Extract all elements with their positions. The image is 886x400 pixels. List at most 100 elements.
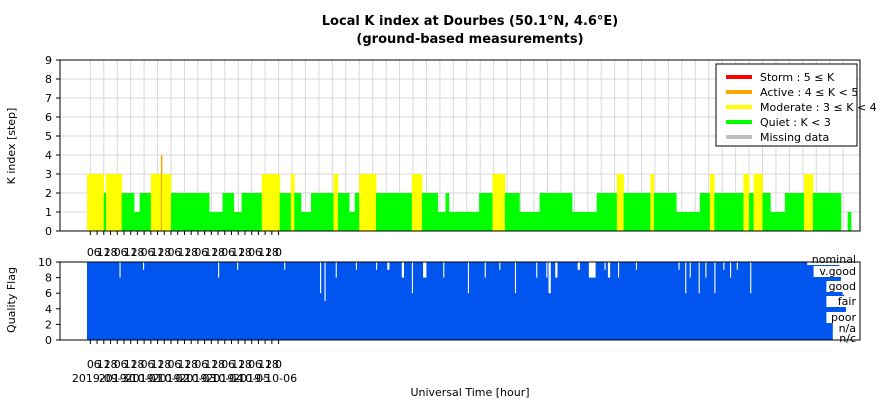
k-index-bar <box>531 212 534 231</box>
k-index-bar <box>418 174 421 231</box>
k-index-bar <box>728 193 731 231</box>
k-index-bar <box>778 212 780 231</box>
k-index-bar <box>848 212 851 231</box>
k-index-bar <box>294 193 296 231</box>
k-index-bar <box>645 193 648 231</box>
k-index-bar <box>807 174 809 231</box>
k-index-bar <box>479 193 481 231</box>
k-index-bar <box>315 193 317 231</box>
k-index-bar <box>716 193 719 231</box>
quality-dip <box>536 262 538 278</box>
k-index-bar <box>205 193 208 231</box>
k-index-bar <box>749 193 751 231</box>
k-index-bar <box>87 174 89 231</box>
quality-dip <box>284 262 286 270</box>
k-index-bar <box>481 193 483 231</box>
k-index-bar <box>616 174 619 231</box>
quality-flag-label-n-a: n/a <box>839 322 856 335</box>
k-index-bar <box>233 212 236 231</box>
k-index-bar <box>426 193 428 231</box>
k-index-bar <box>558 193 561 231</box>
k-index-bar <box>158 174 161 231</box>
k-index-bar <box>337 193 340 231</box>
k-index-bar <box>314 193 316 231</box>
k-index-bar <box>669 193 671 231</box>
k-index-bar <box>735 193 738 231</box>
k-index-bar <box>248 193 250 231</box>
quality-dip <box>218 262 220 278</box>
k-index-bar <box>427 193 430 231</box>
k-index-bar <box>790 193 792 231</box>
k-index-bar <box>561 193 564 231</box>
k-index-bar <box>542 193 545 231</box>
k-index-bar <box>278 174 281 231</box>
k-index-bar <box>803 174 806 231</box>
k-index-bar <box>491 193 493 231</box>
k-index-bar <box>258 193 260 231</box>
k-index-bar <box>522 212 525 231</box>
k-index-bar <box>137 212 139 231</box>
k-index-bar <box>302 212 304 231</box>
k-index-bar <box>656 193 658 231</box>
k-index-bar <box>98 174 100 231</box>
x-tick-label-bottom: 12 <box>124 358 138 371</box>
k-index-bar <box>122 193 125 231</box>
k-index-bar <box>349 212 351 231</box>
k-index-bar <box>532 212 535 231</box>
k-index-bar <box>732 193 734 231</box>
k-index-bar <box>262 174 265 231</box>
k-index-bar <box>809 174 812 231</box>
x-tick-label-bottom: 18 <box>157 358 171 371</box>
k-index-bar <box>224 193 227 231</box>
k-index-bar <box>695 212 697 231</box>
k-index-bar <box>453 212 455 231</box>
k-index-bar <box>694 212 696 231</box>
x-tick-label-top: 12 <box>258 246 272 259</box>
k-index-bar <box>647 193 649 231</box>
k-index-bar <box>408 193 410 231</box>
k-index-bar <box>838 193 841 231</box>
k-index-bar <box>535 212 537 231</box>
y-tick-label: 1 <box>45 206 52 219</box>
k-index-bar <box>523 212 526 231</box>
x-tick-label-top: 6 <box>94 246 101 259</box>
k-index-bar <box>567 193 570 231</box>
x-tick-label-bottom: 18 <box>130 358 144 371</box>
k-index-bar <box>154 174 156 231</box>
k-index-bar <box>553 193 555 231</box>
quality-dip <box>423 262 427 278</box>
k-index-bar <box>501 174 503 231</box>
k-index-bar <box>700 193 703 231</box>
k-index-bar <box>103 193 106 231</box>
k-index-bar <box>513 193 516 231</box>
k-index-bar <box>361 174 363 231</box>
k-index-bar <box>806 174 808 231</box>
k-index-bar <box>298 193 301 231</box>
k-index-bar <box>679 212 682 231</box>
k-index-bar <box>594 212 596 231</box>
x-tick-label-bottom: 18 <box>238 358 252 371</box>
k-index-bar <box>397 193 399 231</box>
k-index-bar <box>242 193 245 231</box>
k-index-bar <box>296 193 298 231</box>
k-index-bar <box>793 193 796 231</box>
k-index-bar <box>147 193 149 231</box>
k-index-bar <box>746 174 749 231</box>
k-index-bar <box>283 193 285 231</box>
k-index-bar <box>212 212 214 231</box>
k-index-bar <box>759 174 761 231</box>
k-index-bar <box>667 193 669 231</box>
k-index-bar <box>660 193 663 231</box>
k-index-bar <box>600 193 602 231</box>
k-index-bar <box>615 193 618 231</box>
k-index-bar <box>723 193 725 231</box>
k-index-bar <box>323 193 325 231</box>
k-index-bar <box>222 193 225 231</box>
k-index-bar <box>484 193 487 231</box>
quality-dip <box>607 262 611 278</box>
k-index-bar <box>141 193 144 231</box>
k-index-bar <box>624 193 627 231</box>
k-index-bar <box>549 193 552 231</box>
k-index-bar <box>593 212 595 231</box>
k-index-bar <box>689 212 692 231</box>
